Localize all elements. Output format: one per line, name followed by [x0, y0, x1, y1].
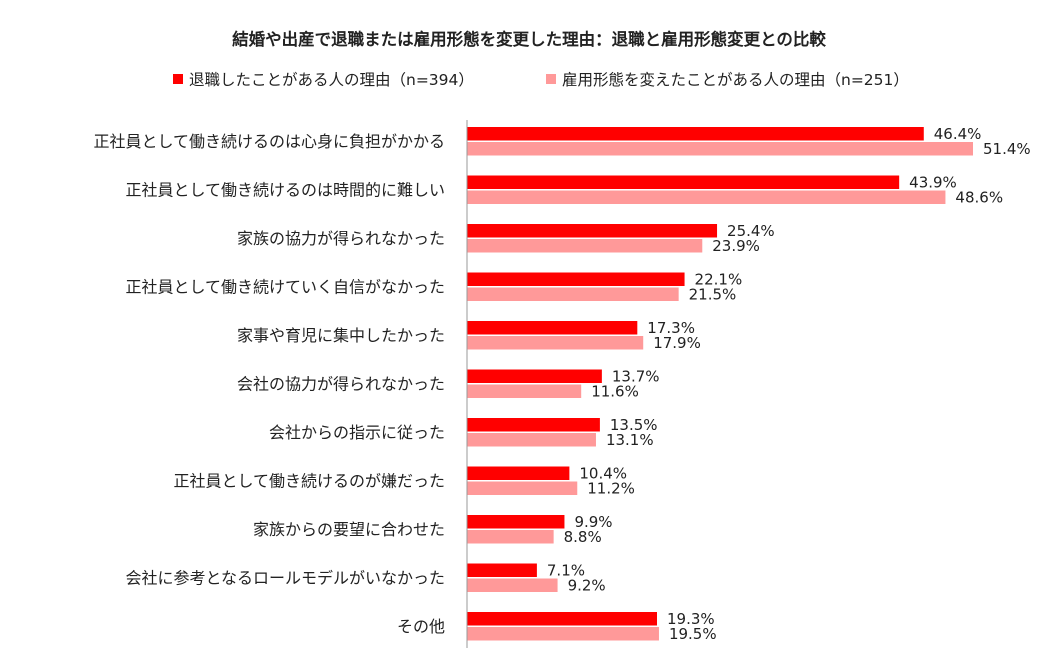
chart-title: 結婚や出産で退職または雇用形態を変更した理由：退職と雇用形態変更との比較: [232, 30, 826, 49]
legend-swatch-resigned: [173, 74, 183, 84]
bar: [467, 369, 602, 383]
category-label: 会社の協力が得られなかった: [237, 374, 445, 393]
data-label: 48.6%: [955, 188, 1003, 206]
legend-label-resigned: 退職したことがある人の理由（n=394）: [189, 71, 474, 89]
bar: [467, 627, 659, 641]
data-label: 7.1%: [547, 561, 585, 579]
bar: [467, 433, 596, 447]
data-label: 13.5%: [610, 416, 658, 434]
category-label: 会社からの指示に従った: [269, 423, 445, 442]
category-label: その他: [397, 617, 445, 636]
data-label: 23.9%: [712, 237, 760, 255]
category-label: 正社員として働き続けるのが嫌だった: [173, 471, 445, 490]
bar: [467, 466, 570, 480]
legend-swatch-changed-employment: [546, 74, 556, 84]
bar: [467, 287, 679, 301]
bar: [467, 224, 718, 238]
category-label: 正社員として働き続けるのは心身に負担がかかる: [93, 132, 445, 151]
data-label: 9.2%: [568, 576, 606, 594]
data-label: 10.4%: [579, 464, 627, 482]
bar: [467, 336, 644, 350]
bar: [467, 563, 537, 577]
bar: [467, 578, 558, 592]
data-label: 25.4%: [727, 222, 775, 240]
data-label: 11.2%: [587, 479, 635, 497]
category-label: 家族からの要望に合わせた: [253, 520, 445, 539]
bar: [467, 142, 973, 156]
data-label: 9.9%: [574, 513, 612, 531]
data-label: 51.4%: [983, 140, 1031, 158]
category-label: 家事や育児に集中したかった: [237, 326, 445, 345]
bar: [467, 612, 657, 626]
bar: [467, 418, 600, 432]
bar: [467, 239, 703, 253]
data-label: 13.7%: [612, 367, 660, 385]
data-label: 22.1%: [695, 270, 743, 288]
data-label: 17.9%: [653, 334, 701, 352]
bar: [467, 530, 554, 544]
category-label: 家族の協力が得られなかった: [237, 229, 445, 248]
data-label: 13.1%: [606, 431, 654, 449]
bar: [467, 127, 924, 141]
data-label: 11.6%: [591, 382, 639, 400]
data-label: 19.5%: [669, 625, 717, 643]
bar: [467, 515, 565, 529]
data-label: 17.3%: [647, 319, 695, 337]
data-label: 46.4%: [934, 125, 982, 143]
bar: [467, 175, 900, 189]
data-label: 19.3%: [667, 610, 715, 628]
category-label: 正社員として働き続けるのは時間的に難しい: [125, 180, 445, 199]
data-label: 43.9%: [909, 173, 957, 191]
bar: [467, 321, 638, 335]
category-label: 会社に参考となるロールモデルがいなかった: [125, 568, 445, 587]
data-label: 21.5%: [689, 285, 737, 303]
category-label: 正社員として働き続けていく自信がなかった: [125, 277, 445, 296]
bar: [467, 190, 946, 204]
bar: [467, 481, 578, 495]
bar: [467, 272, 685, 286]
legend-item-changed-employment: 雇用形態を変えたことがある人の理由（n=251）: [546, 68, 909, 90]
data-label: 8.8%: [564, 528, 602, 546]
bar: [467, 384, 582, 398]
legend-label-changed-employment: 雇用形態を変えたことがある人の理由（n=251）: [562, 71, 909, 89]
legend-item-resigned: 退職したことがある人の理由（n=394）: [173, 68, 474, 90]
